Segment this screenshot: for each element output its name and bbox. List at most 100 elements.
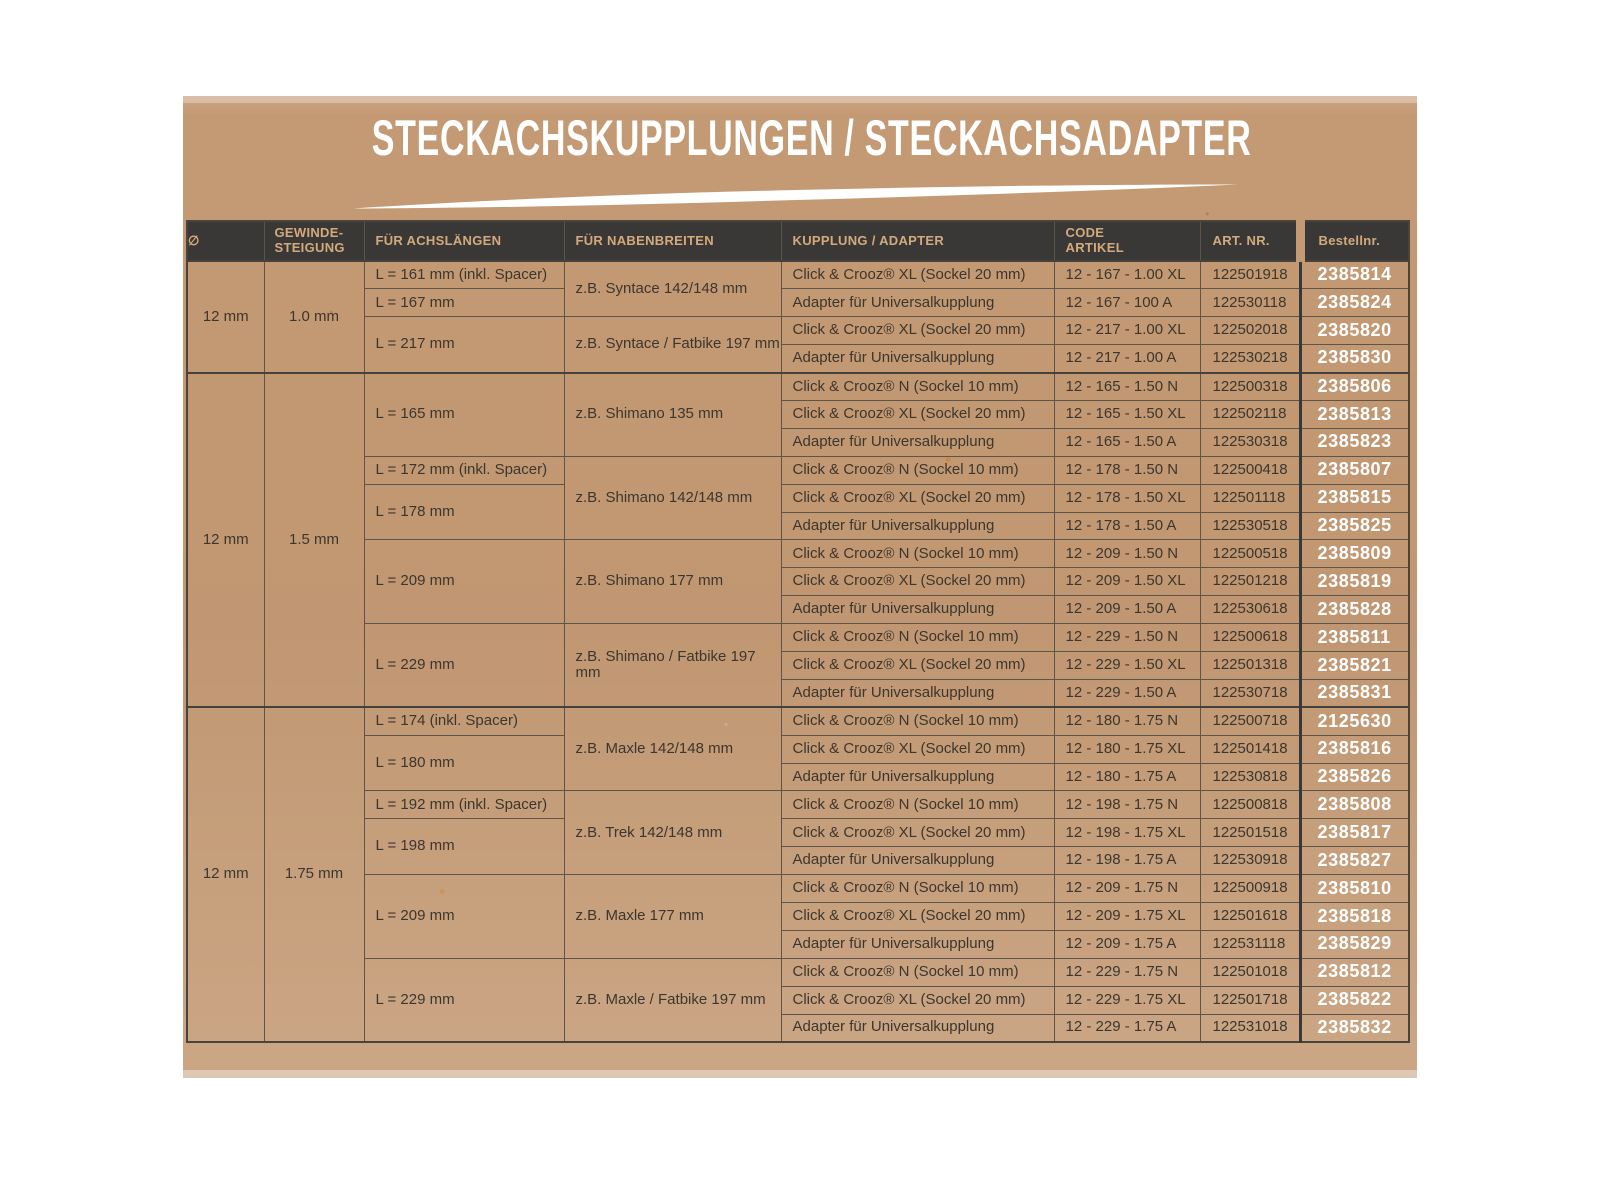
cell-code: 12 - 229 - 1.75 A [1053, 1013, 1201, 1043]
table-row: L = 217 mm z.B. Syntace / Fatbike 197 mm C… [187, 316, 1410, 374]
cell-bestellnr: 2385811 [1298, 623, 1410, 652]
cell-bestellnr: 2385830 [1298, 344, 1410, 374]
cell-art-nr: 122502118 [1199, 399, 1301, 429]
cell-bestellnr: 2385825 [1298, 511, 1410, 541]
cell-art-nr: 122530918 [1199, 846, 1301, 876]
cell-code: 12 - 198 - 1.75 N [1053, 790, 1201, 820]
cell-bestellnr: 2385813 [1298, 399, 1410, 429]
cell-bestellnr: 2385827 [1298, 846, 1410, 876]
table-row: L = 167 mm Adapter für Universalkupplung 1… [187, 288, 1410, 318]
col-header-code: CODE ARTIKEL [1053, 220, 1201, 262]
cell-bestellnr: 2385809 [1298, 539, 1410, 569]
cell-art-nr: 122500918 [1199, 874, 1301, 903]
col-header-art-nr: ART. NR. [1199, 220, 1301, 262]
cell-bestellnr: 2385822 [1298, 985, 1410, 1015]
table-row: L = 172 mm (inkl. Spacer) z.B. Shimano 14… [187, 455, 1410, 541]
cell-bestellnr: 2385824 [1298, 288, 1410, 318]
cell-bestellnr: 2385814 [1298, 260, 1410, 290]
cell-bestellnr: 2125630 [1298, 706, 1410, 736]
cell-coupling: Adapter für Universalkupplung [780, 1013, 1055, 1043]
cell-code: 12 - 167 - 100 A [1053, 288, 1201, 318]
cell-art-nr: 122501018 [1199, 957, 1301, 987]
cell-art-nr: 122530318 [1199, 427, 1301, 457]
col-header-pitch: GEWINDE- STEIGUNG [263, 220, 365, 262]
cell-bestellnr: 2385823 [1298, 427, 1410, 457]
cell-art-nr: 122502018 [1199, 316, 1301, 346]
cell-code: 12 - 229 - 1.75 N [1053, 957, 1201, 987]
cell-art-nr: 122501718 [1199, 985, 1301, 1015]
cell-art-nr: 122501518 [1199, 818, 1301, 848]
cell-axle-length: L = 192 mm (inkl. Spacer) [363, 790, 565, 820]
cell-coupling: Adapter für Universalkupplung [780, 595, 1055, 625]
cell-coupling: Click & Crooz® N (Sockel 10 mm) [780, 455, 1055, 485]
cell-coupling: Adapter für Universalkupplung [780, 846, 1055, 876]
cell-coupling: Adapter für Universalkupplung [780, 344, 1055, 374]
cell-art-nr: 122501418 [1199, 734, 1301, 764]
diameter-symbol-icon: ∅ [188, 232, 200, 248]
cell-art-nr: 122530118 [1199, 288, 1301, 318]
cell-coupling: Click & Crooz® XL (Sockel 20 mm) [780, 483, 1055, 513]
cell-axle-length: L = 180 mm [363, 734, 565, 792]
cell-art-nr: 122530618 [1199, 595, 1301, 625]
cell-code: 12 - 178 - 1.50 A [1053, 511, 1201, 541]
cell-art-nr: 122501218 [1199, 567, 1301, 597]
cell-bestellnr: 2385831 [1298, 678, 1410, 708]
col-header-axle-length: FÜR ACHSLÄNGEN [363, 220, 565, 262]
cell-code: 12 - 229 - 1.50 XL [1053, 650, 1201, 680]
cell-diameter: 12 mm [186, 260, 265, 374]
table-row: Click & Crooz® XL (Sockel 20 mm) 12 - 209… [187, 901, 1410, 931]
cell-code: 12 - 180 - 1.75 N [1053, 706, 1201, 736]
col-header-diameter: ∅ [186, 220, 265, 262]
cell-code: 12 - 209 - 1.50 N [1053, 539, 1201, 569]
cell-axle-length: L = 209 mm [363, 539, 565, 625]
cell-axle-length: L = 198 mm [363, 818, 565, 876]
cell-code: 12 - 167 - 1.00 XL [1053, 260, 1201, 290]
cell-art-nr: 122500618 [1199, 623, 1301, 652]
cell-bestellnr: 2385832 [1298, 1013, 1410, 1043]
table-row: Adapter für Universalkupplung 12 - 229 - … [187, 678, 1410, 708]
cell-coupling: Click & Crooz® XL (Sockel 20 mm) [780, 985, 1055, 1015]
cell-pitch: 1.5 mm [263, 371, 365, 708]
cell-code: 12 - 165 - 1.50 N [1053, 371, 1201, 401]
page-title: STECKACHSKUPPLUNGEN / STECKACHSADAPTER [372, 110, 1251, 166]
cell-art-nr: 122530518 [1199, 511, 1301, 541]
cell-hub-width: z.B. Shimano / Fatbike 197 mm [563, 623, 782, 708]
cell-coupling: Adapter für Universalkupplung [780, 511, 1055, 541]
table-row: Click & Crooz® XL (Sockel 20 mm) 12 - 165… [187, 399, 1410, 429]
table-row: 12 mm 1.5 mm L = 165 mm z.B. Shimano 135 mm… [186, 371, 1410, 708]
cell-bestellnr: 2385806 [1298, 371, 1410, 401]
kraft-panel: STECKACHSKUPPLUNGEN / STECKACHSADAPTER ∅… [183, 96, 1417, 1078]
cell-code: 12 - 229 - 1.50 N [1053, 623, 1201, 652]
cell-axle-length: L = 167 mm [363, 288, 565, 318]
cell-hub-width: z.B. Shimano 135 mm [563, 371, 782, 457]
cell-hub-width: z.B. Syntace / Fatbike 197 mm [563, 316, 782, 374]
cell-axle-length: L = 229 mm [363, 623, 565, 708]
table-row: L = 229 mm z.B. Shimano / Fatbike 197 mm C… [187, 623, 1410, 708]
table-row: Adapter für Universalkupplung 12 - 178 - … [187, 511, 1410, 541]
cell-bestellnr: 2385817 [1298, 818, 1410, 848]
cell-art-nr: 122530218 [1199, 344, 1301, 374]
cell-bestellnr: 2385829 [1298, 929, 1410, 959]
cell-bestellnr: 2385820 [1298, 316, 1410, 346]
cell-bestellnr: 2385816 [1298, 734, 1410, 764]
cell-code: 12 - 165 - 1.50 XL [1053, 399, 1201, 429]
table-row: Adapter für Universalkupplung 12 - 165 - … [187, 427, 1410, 457]
cell-axle-length: L = 172 mm (inkl. Spacer) [363, 455, 565, 485]
cell-art-nr: 122500318 [1199, 371, 1301, 401]
col-header-hub-width: FÜR NABENBREITEN [563, 220, 782, 262]
cell-code: 12 - 209 - 1.50 A [1053, 595, 1201, 625]
cell-coupling: Click & Crooz® XL (Sockel 20 mm) [780, 399, 1055, 429]
cell-axle-length: L = 178 mm [363, 483, 565, 541]
cell-pitch: 1.75 mm [263, 706, 365, 1043]
cell-diameter: 12 mm [186, 371, 265, 708]
cell-coupling: Click & Crooz® XL (Sockel 20 mm) [780, 567, 1055, 597]
table-row: 12 mm 1.75 mm L = 174 (inkl. Spacer) z.B. M… [186, 706, 1410, 1043]
cell-art-nr: 122500818 [1199, 790, 1301, 820]
cell-art-nr: 122531118 [1199, 929, 1301, 959]
cell-coupling: Click & Crooz® N (Sockel 10 mm) [780, 790, 1055, 820]
cell-coupling: Click & Crooz® XL (Sockel 20 mm) [780, 260, 1055, 290]
cell-axle-length: L = 209 mm [363, 874, 565, 959]
cell-art-nr: 122501918 [1199, 260, 1301, 290]
cell-code: 12 - 217 - 1.00 XL [1053, 316, 1201, 346]
